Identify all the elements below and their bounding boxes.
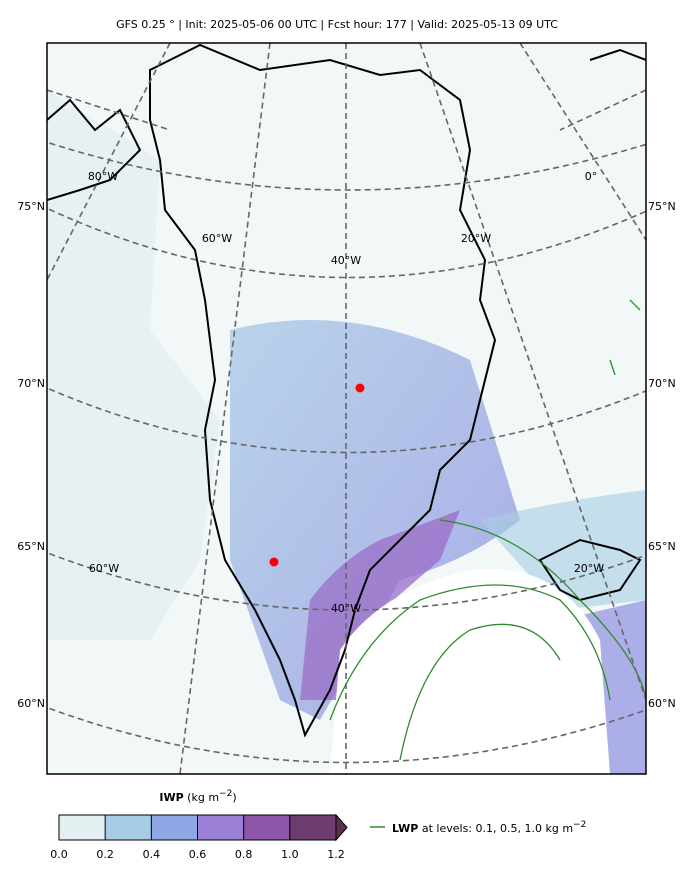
station-marker	[269, 557, 279, 567]
meridian	[519, 43, 646, 241]
lat-label: 60°N	[648, 697, 676, 710]
colorbar-segment	[289, 815, 336, 840]
meridian	[47, 89, 171, 131]
lat-label: 75°N	[648, 200, 676, 213]
lat-label: 75°N	[17, 200, 45, 213]
lon-label: 40°W	[331, 602, 361, 615]
lon-label: 60°W	[89, 562, 119, 575]
cloud-field	[480, 490, 646, 610]
legend-name: LWP	[392, 822, 418, 835]
title: GFS 0.25 ° | Init: 2025-05-06 00 UTC | F…	[116, 18, 558, 31]
colorbar-segment	[243, 815, 289, 840]
lat-label: 65°N	[17, 540, 45, 553]
colorbar-tick-label: 1.0	[281, 848, 299, 861]
coastline	[149, 43, 497, 738]
colorbar-label-bold: IWP	[159, 791, 183, 804]
lon-label: 0°	[585, 170, 598, 183]
colorbar-segment	[151, 815, 197, 840]
lon-label: 60°W	[202, 232, 232, 245]
lat-label: 65°N	[648, 540, 676, 553]
legend-text: LWP at levels: 0.1, 0.5, 1.0 kg m−2	[392, 820, 586, 835]
coastline	[47, 98, 142, 201]
colorbar-label-close: )	[232, 791, 236, 804]
colorbar-tick-label: 1.2	[327, 848, 345, 861]
lat-label: 70°N	[17, 377, 45, 390]
lon-label: 40°W	[331, 254, 361, 267]
colorbar-label: IWP (kg m−2)	[159, 789, 236, 804]
legend-exp: −2	[573, 820, 586, 830]
colorbar-label-exp: −2	[219, 789, 232, 799]
colorbar-tick-label: 0.8	[235, 848, 253, 861]
parallel	[47, 706, 646, 764]
parallel	[47, 207, 646, 279]
lon-label: 80°W	[88, 170, 118, 183]
colorbar-extension	[335, 813, 348, 842]
parallel	[47, 141, 646, 191]
meridian	[419, 43, 646, 701]
legend-levels: at levels: 0.1, 0.5, 1.0 kg m	[422, 822, 573, 835]
parallel	[47, 387, 646, 454]
colorbar-segment	[197, 815, 243, 840]
colorbar-tick-label: 0.0	[50, 848, 68, 861]
colorbar-segment	[59, 815, 105, 840]
map-area	[47, 43, 646, 774]
colorbar-tick-label: 0.2	[96, 848, 114, 861]
colorbar-tick-label: 0.6	[189, 848, 207, 861]
coastline	[538, 48, 646, 602]
lon-label: 20°W	[574, 562, 604, 575]
meridian	[179, 43, 271, 774]
lwp-contour	[329, 299, 646, 761]
map-frame	[46, 42, 647, 775]
colorbar-segment	[105, 815, 151, 840]
lon-label: 20°W	[461, 232, 491, 245]
colorbar-tick-label: 0.4	[143, 848, 161, 861]
meridian	[559, 89, 646, 131]
meridian	[47, 43, 171, 281]
colorbar: IWP (kg m−2) 0.0 0.2 0.4 0.6 0.8 1.0 1.2	[50, 789, 348, 861]
parallel	[47, 551, 646, 611]
lat-label: 60°N	[17, 697, 45, 710]
graticule-labels: 75°N 75°N 70°N 70°N 65°N 65°N 60°N 60°N 80°W 60°W…	[17, 170, 675, 710]
clear-area	[330, 568, 610, 774]
colorbar-label-unit: (kg m	[187, 791, 219, 804]
cloud-field	[230, 320, 520, 720]
lat-label: 70°N	[648, 377, 676, 390]
station-marker	[355, 383, 365, 393]
